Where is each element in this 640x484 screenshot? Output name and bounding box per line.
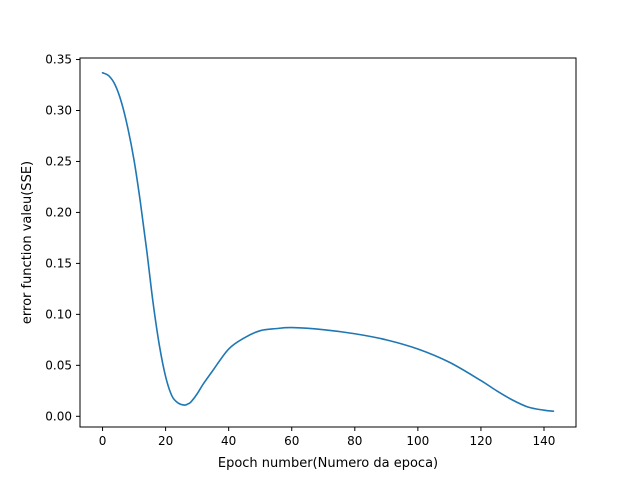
y-tick-label: 0.05 bbox=[45, 358, 72, 372]
y-tick-label: 0.20 bbox=[45, 205, 72, 219]
y-tick-label: 0.25 bbox=[45, 154, 72, 168]
series-layer bbox=[101, 71, 555, 412]
x-tick-label: 100 bbox=[406, 434, 429, 448]
y-tick-label: 0.10 bbox=[45, 307, 72, 321]
plot-frame bbox=[79, 57, 577, 428]
x-tick-label: 140 bbox=[533, 434, 556, 448]
x-tick-label: 60 bbox=[284, 434, 299, 448]
x-tick-label: 0 bbox=[99, 434, 107, 448]
y-axis-ticks: 0.00 0.05 0.10 0.15 0.20 0.25 0.30 0.35 bbox=[45, 53, 80, 423]
y-tick-label: 0.35 bbox=[45, 53, 72, 67]
x-axis-ticks: 0 20 40 60 80 100 120 140 bbox=[99, 427, 556, 448]
x-tick-label: 120 bbox=[469, 434, 492, 448]
x-tick-label: 20 bbox=[158, 434, 173, 448]
x-axis-label: Epoch number(Numero da epoca) bbox=[218, 456, 438, 471]
x-tick-label: 40 bbox=[221, 434, 236, 448]
y-axis-label: error function valeu(SSE) bbox=[20, 161, 35, 324]
plot-area bbox=[80, 58, 576, 427]
series-line-0 bbox=[101, 71, 555, 412]
y-tick-label: 0.30 bbox=[45, 103, 72, 117]
y-tick-label: 0.15 bbox=[45, 256, 72, 270]
x-tick-label: 80 bbox=[347, 434, 362, 448]
y-tick-label: 0.00 bbox=[45, 409, 72, 423]
